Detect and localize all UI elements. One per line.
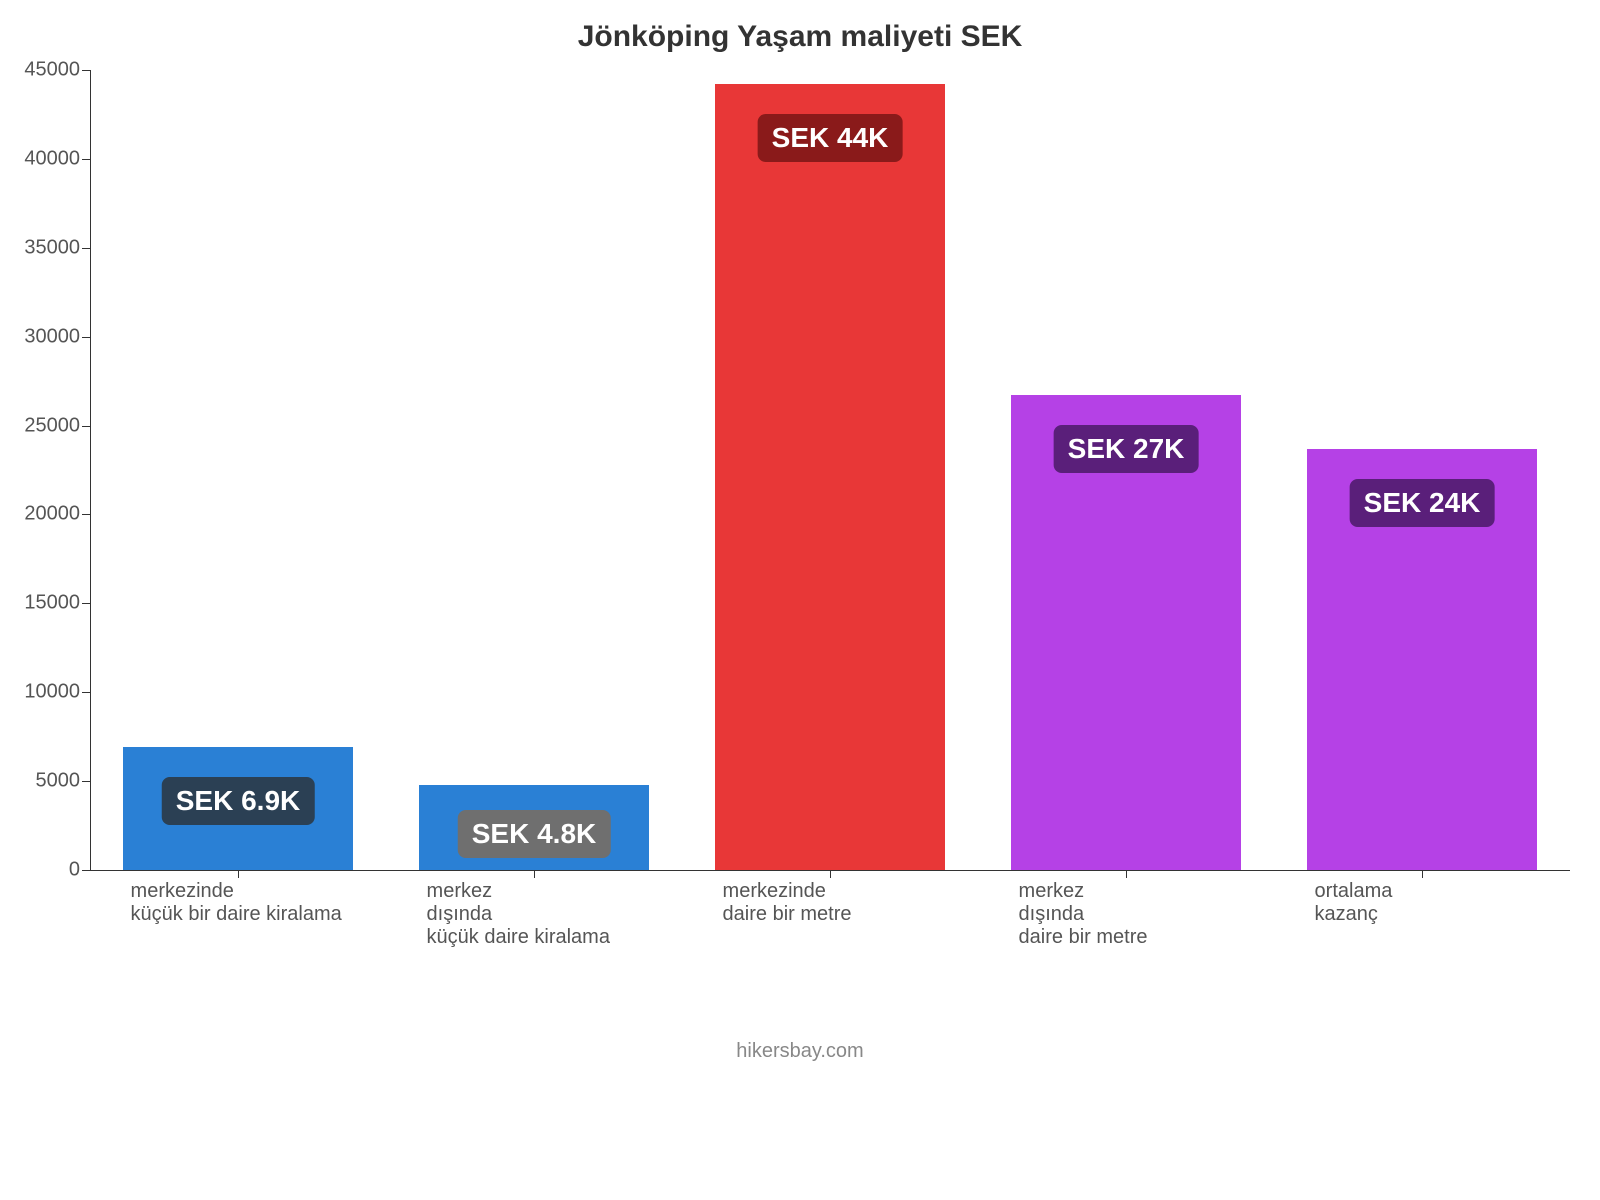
chart-container: Jönköping Yaşam maliyeti SEK 05000100001… [0,0,1600,1200]
bar [715,84,946,870]
y-tick-mark [82,603,90,604]
y-tick-label: 15000 [24,592,90,615]
y-tick-mark [82,514,90,515]
y-tick-mark [82,426,90,427]
x-tick-label: merkezinde daire bir metre [723,870,994,926]
chart-title: Jönköping Yaşam maliyeti SEK [0,20,1600,54]
x-tick-label: merkez dışında daire bir metre [1019,870,1290,949]
y-tick-label: 10000 [24,681,90,704]
y-tick-mark [82,248,90,249]
y-axis-line [90,70,91,870]
y-tick-label: 30000 [24,325,90,348]
x-tick-label: ortalama kazanç [1315,870,1586,926]
x-tick-label: merkezinde küçük bir daire kiralama [131,870,402,926]
y-tick-mark [82,337,90,338]
y-tick-mark [82,70,90,71]
y-tick-label: 40000 [24,147,90,170]
y-tick-mark [82,781,90,782]
y-tick-mark [82,870,90,871]
y-tick-label: 35000 [24,236,90,259]
attribution-text: hikersbay.com [0,1040,1600,1063]
y-tick-mark [82,159,90,160]
value-badge: SEK 27K [1054,425,1199,473]
plot-area: 0500010000150002000025000300003500040000… [90,70,1570,870]
y-tick-label: 25000 [24,414,90,437]
value-badge: SEK 4.8K [458,810,611,858]
x-tick-label: merkez dışında küçük daire kiralama [427,870,698,949]
value-badge: SEK 24K [1350,479,1495,527]
value-badge: SEK 44K [758,114,903,162]
value-badge: SEK 6.9K [162,777,315,825]
y-tick-mark [82,692,90,693]
y-tick-label: 20000 [24,503,90,526]
y-tick-label: 45000 [24,59,90,82]
